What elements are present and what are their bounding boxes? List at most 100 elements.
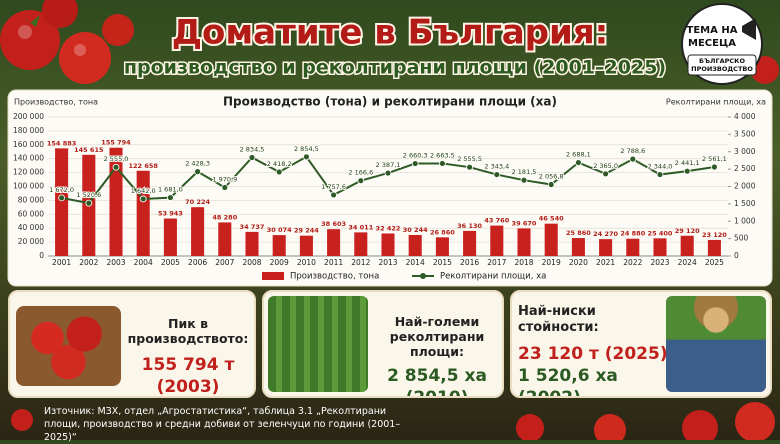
line-value-label: 2 428,3 (185, 160, 210, 168)
card-value: 23 120 т (2025) (518, 344, 668, 365)
bar-value-label: 145 615 (74, 146, 104, 154)
bar-value-label: 24 880 (620, 230, 645, 238)
bar-value-label: 122 658 (128, 162, 158, 170)
bar (55, 148, 69, 256)
line-marker (166, 194, 174, 201)
x-tick-label: 2012 (351, 258, 370, 267)
bar-value-label: 70 224 (185, 198, 210, 206)
chart-panel (7, 89, 773, 287)
line-marker (656, 171, 664, 178)
bar-value-label: 30 074 (267, 226, 292, 234)
x-tick-label: 2021 (596, 258, 615, 267)
bar-value-label: 24 270 (593, 230, 618, 238)
bar-value-label: 53 943 (158, 210, 183, 218)
x-tick-label: 2024 (678, 258, 697, 267)
line-marker (493, 171, 501, 178)
line-value-label: 1 642,0 (131, 187, 156, 195)
x-tick-label: 2013 (378, 258, 397, 267)
x-tick-label: 2008 (242, 258, 261, 267)
line-marker (58, 194, 65, 202)
card-content: Пик в производството: 155 794 т (2003) (122, 316, 254, 396)
bar-value-label: 26 860 (430, 228, 455, 236)
line-marker (602, 170, 609, 178)
legend-label: Производство, тона (290, 272, 379, 282)
line-value-label: 2 660,3 (403, 152, 428, 160)
line-value-label: 2 344,0 (648, 163, 673, 171)
main-title: Доматите в България: (172, 13, 609, 53)
legend-label: Реколтирани площи, ха (440, 272, 546, 282)
line-marker (112, 163, 120, 171)
card-content: Най-големи реколтирани площи: 2 854,5 ха… (372, 314, 502, 396)
y-tick-label: 0 (39, 251, 44, 260)
bar-value-label: 29 244 (294, 227, 319, 235)
bar (381, 233, 395, 256)
y2-axis-label: Реколтирани площи, ха (666, 98, 766, 107)
y2-tick-label: 2 000 (734, 182, 756, 191)
badge: ТЕМА НА МЕСЕЦА БЪЛГАРСКО ПРОИЗВОДСТВО (681, 3, 763, 85)
bar (272, 235, 286, 256)
bar (653, 238, 667, 256)
tomato-decor (0, 0, 779, 84)
line-value-label: 2 788,6 (620, 147, 645, 155)
bar (109, 147, 123, 256)
x-tick-label: 2006 (188, 258, 207, 267)
card-peak: Пик в производството: 155 794 т (2003) (8, 290, 256, 398)
x-tick-label: 2011 (324, 258, 343, 267)
line-marker (85, 199, 93, 207)
line-marker (384, 169, 392, 177)
x-tick-label: 2016 (460, 258, 479, 267)
bottom-decor (11, 402, 775, 440)
y2-tick-label: 3 500 (734, 129, 756, 138)
x-tick-label: 2007 (215, 258, 234, 267)
bar-value-label: 39 670 (512, 219, 537, 227)
bar-value-label: 154 883 (47, 139, 76, 147)
y-tick-label: 80 000 (18, 195, 44, 204)
bar (435, 237, 449, 256)
line-marker (330, 191, 338, 199)
line-marker (302, 153, 310, 161)
subtitle: производство и реколтирани площи (2001–2… (124, 57, 666, 79)
x-tick-label: 2004 (134, 258, 153, 267)
line-value-label: 2 441,1 (675, 159, 700, 167)
bar (354, 232, 368, 256)
card-value: 2 854,5 ха (2010) (387, 366, 487, 396)
line-marker (711, 163, 718, 171)
line-marker (466, 163, 474, 171)
line-marker (683, 167, 691, 175)
bar (191, 207, 205, 256)
line-value-label: 1 672,0 (49, 186, 74, 194)
x-tick-label: 2019 (542, 258, 561, 267)
y-tick-label: 160 000 (13, 140, 44, 149)
bar (327, 229, 341, 256)
y2-tick-label: 1 000 (734, 216, 756, 225)
line-value-label: 2 834,5 (240, 146, 265, 154)
bar (517, 228, 531, 256)
line-value-label: 2 181,5 (512, 168, 537, 176)
line-marker (221, 184, 229, 191)
bar (544, 223, 558, 256)
bar-value-label: 25 400 (648, 229, 673, 237)
line-value-label: 2 688,1 (566, 151, 591, 159)
line-value-label: 2 166,6 (348, 169, 373, 177)
line-value-label: 1 681,0 (158, 186, 183, 194)
bar (571, 238, 585, 256)
bar (680, 235, 694, 256)
line-value-label: 2 561,1 (702, 155, 727, 163)
bar (626, 238, 640, 256)
line-value-label: 2 056,8 (539, 173, 564, 181)
x-tick-label: 2025 (705, 258, 724, 267)
y2-tick-label: 0 (734, 251, 739, 260)
card-value: 1 520,6 ха (2002) (518, 366, 618, 396)
x-tick-label: 2015 (433, 258, 452, 267)
line-value-label: 2 365,0 (593, 162, 618, 170)
bar-value-label: 38 603 (321, 220, 346, 228)
bar-value-label: 34 011 (348, 223, 373, 231)
line-marker (248, 154, 256, 161)
bar (299, 235, 313, 256)
bar-value-label: 155 794 (101, 139, 131, 147)
line-value-label: 1 520,6 (76, 191, 101, 199)
y-tick-label: 120 000 (13, 168, 44, 177)
farmer-image (666, 296, 766, 392)
